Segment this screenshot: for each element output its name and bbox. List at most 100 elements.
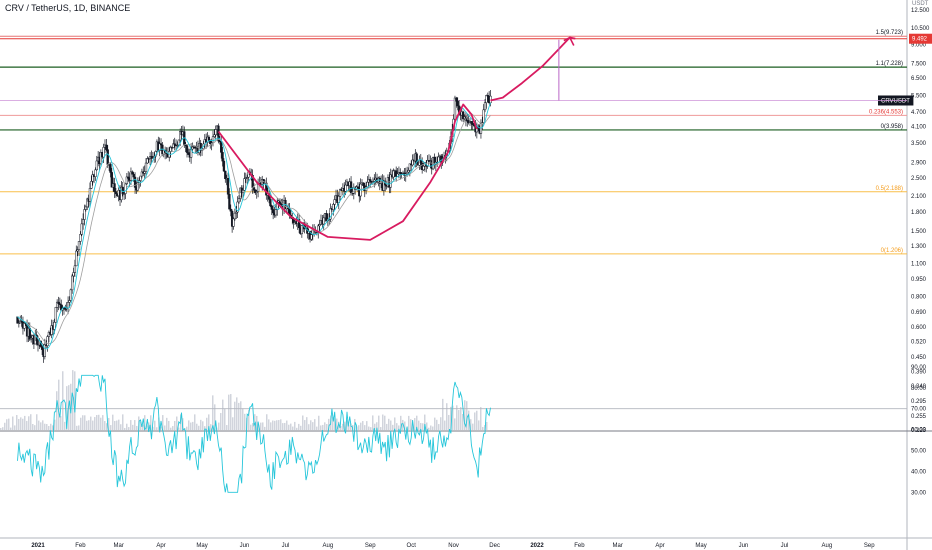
volume-bar: [422, 423, 424, 430]
price-tick-label: 5.500: [911, 94, 927, 100]
candle-up: [405, 171, 409, 175]
volume-bar: [316, 426, 318, 430]
volume-bar: [2, 427, 4, 430]
candle-up: [191, 146, 194, 150]
price-marker-label: CRVUSDT: [881, 98, 910, 104]
volume-bar: [338, 421, 340, 430]
candle-up: [136, 182, 139, 191]
volume-bar: [106, 423, 108, 430]
volume-bar: [210, 424, 212, 430]
volume-bar: [272, 420, 274, 430]
time-tick-label: Jul: [781, 543, 789, 549]
volume-bar: [452, 405, 454, 430]
volume-bar: [360, 422, 362, 430]
volume-bar: [24, 415, 26, 430]
volume-bar: [100, 417, 102, 430]
volume-bar: [350, 423, 352, 430]
projection-arrowhead: [563, 36, 575, 46]
candle-up: [344, 184, 347, 192]
volume-bar: [208, 414, 210, 430]
candle-down: [369, 179, 372, 182]
price-tick-label: 2.100: [911, 194, 927, 200]
candle-down: [269, 199, 272, 207]
candle-up: [300, 225, 304, 235]
fib-level-label: 0(3.958): [881, 124, 903, 130]
volume-bar: [40, 422, 42, 430]
candle-down: [271, 209, 275, 214]
volume-bar: [368, 426, 370, 430]
price-tick-label: 12.500: [911, 8, 930, 14]
candle-up: [246, 176, 249, 179]
candle-down: [121, 186, 124, 195]
rsi-tick-label: 60.00: [911, 428, 927, 434]
price-marker-box: [909, 33, 932, 44]
volume-bar: [328, 418, 330, 430]
volume-bar: [136, 425, 138, 430]
volume-bar: [12, 416, 14, 430]
volume-bar: [48, 426, 50, 430]
volume-bar: [366, 421, 368, 430]
volume-bar: [108, 417, 110, 430]
volume-bar: [0, 428, 2, 430]
price-tick-label: 2.900: [911, 160, 927, 166]
volume-bar: [402, 419, 404, 430]
price-tick-label: 3.500: [911, 141, 927, 147]
candle-up: [140, 171, 144, 177]
price-tick-label: 2.500: [911, 176, 927, 182]
candle-up: [88, 188, 92, 202]
candle-up: [237, 198, 241, 203]
candle-up: [318, 224, 321, 227]
rsi-tick-label: 30.00: [911, 490, 927, 496]
price-tick-label: 0.600: [911, 325, 927, 331]
volume-bar: [218, 422, 220, 430]
price-marker-label: 9.492: [912, 37, 928, 43]
candle-up: [125, 176, 129, 184]
volume-bar: [344, 421, 346, 430]
time-tick-label: Nov: [448, 543, 459, 549]
volume-bar: [340, 426, 342, 430]
volume-bar: [156, 427, 158, 430]
candle-up: [389, 174, 392, 188]
volume-bar: [280, 419, 282, 430]
volume-bar: [194, 414, 196, 430]
price-tick-label: 6.500: [911, 76, 927, 82]
volume-bar: [234, 401, 236, 430]
candle-up: [407, 170, 410, 173]
volume-bar: [20, 417, 22, 430]
volume-bar: [306, 417, 308, 430]
volume-bar: [28, 416, 30, 430]
candle-up: [146, 158, 149, 164]
volume-bar: [404, 421, 406, 430]
volume-bar: [264, 426, 266, 430]
candle-down: [159, 143, 163, 146]
time-tick-label: Sep: [365, 543, 376, 549]
volume-bar: [370, 427, 372, 430]
candle-down: [471, 123, 474, 125]
volume-bar: [466, 401, 468, 430]
candle-down: [224, 170, 227, 179]
volume-bar: [312, 422, 314, 430]
price-axis-currency: USDT: [912, 1, 929, 7]
volume-bar: [126, 423, 128, 430]
candle-up: [411, 159, 414, 166]
candle-down: [113, 183, 116, 192]
candle-down: [252, 187, 256, 191]
volume-bar: [168, 420, 170, 430]
candle-down: [349, 181, 353, 194]
volume-bar: [238, 402, 240, 430]
volume-bar: [288, 424, 290, 430]
volume-bar: [294, 421, 296, 430]
volume-bar: [376, 422, 378, 430]
candle-up: [213, 134, 216, 137]
volume-bar: [322, 424, 324, 430]
volume-bar: [84, 415, 86, 430]
price-tick-label: 0.690: [911, 310, 927, 316]
candle-up: [322, 217, 325, 225]
volume-bar: [314, 419, 316, 430]
volume-bar: [286, 420, 288, 430]
time-tick-label: Sep: [864, 543, 875, 549]
volume-bar: [260, 422, 262, 430]
volume-bar: [22, 418, 24, 430]
volume-bar: [284, 422, 286, 430]
